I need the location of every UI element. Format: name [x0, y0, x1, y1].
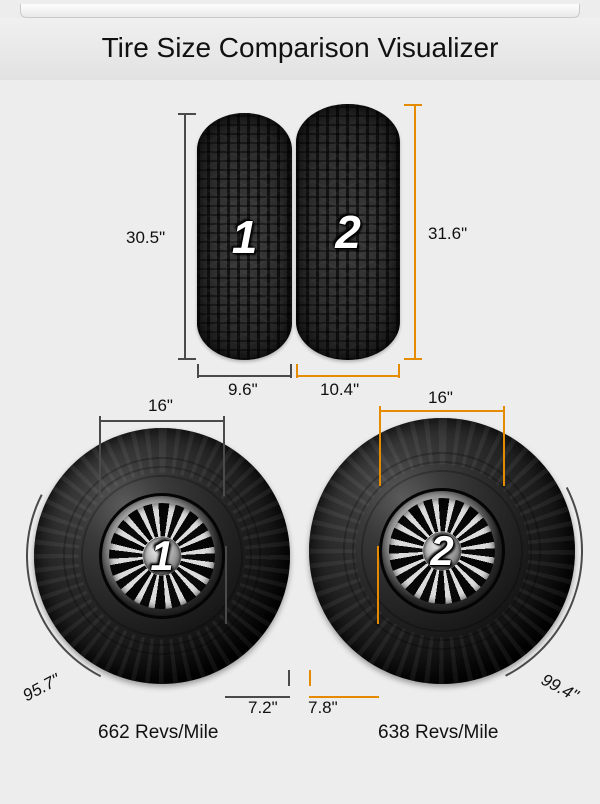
tire-2-circumference-label: 99.4" — [538, 670, 582, 706]
tire-2-height-label: 31.6" — [428, 224, 467, 244]
side-view-area: 1 2 16" 16" — [0, 400, 600, 760]
tire-1-width-label: 9.6" — [228, 380, 258, 400]
tire-1-side-badge: 1 — [150, 532, 173, 580]
tire-2-revs-label: 638 Revs/Mile — [378, 722, 498, 744]
tire-1-badge: 1 — [232, 210, 258, 264]
page-title: Tire Size Comparison Visualizer — [0, 32, 600, 64]
tire-2-badge: 2 — [335, 205, 361, 259]
tire-1-front: 1 — [197, 113, 292, 360]
window-chrome-stub — [20, 4, 580, 18]
tire-1-rim-label: 16" — [148, 396, 173, 416]
tire-2-width-label: 10.4" — [320, 380, 359, 400]
tire-2-sidewall-label: 7.8" — [308, 698, 338, 718]
tire-2-height-bracket — [408, 104, 422, 360]
tire-2-rim-label: 16" — [428, 388, 453, 408]
title-band: Tire Size Comparison Visualizer — [0, 18, 600, 80]
tire-1-height-bracket — [178, 113, 192, 360]
front-view-area: 1 2 30.5" 31.6" 9.6" — [0, 80, 600, 400]
tire-1-sidewall-label: 7.2" — [248, 698, 278, 718]
tire-1-height-label: 30.5" — [126, 228, 165, 248]
visualizer-stage: 1 2 30.5" 31.6" 9.6" — [0, 80, 600, 760]
tire-2-front: 2 — [296, 104, 400, 360]
tire-1-revs-label: 662 Revs/Mile — [98, 722, 218, 744]
tire-2-side-badge: 2 — [430, 527, 453, 575]
tire-1-circumference-label: 95.7" — [20, 670, 64, 706]
